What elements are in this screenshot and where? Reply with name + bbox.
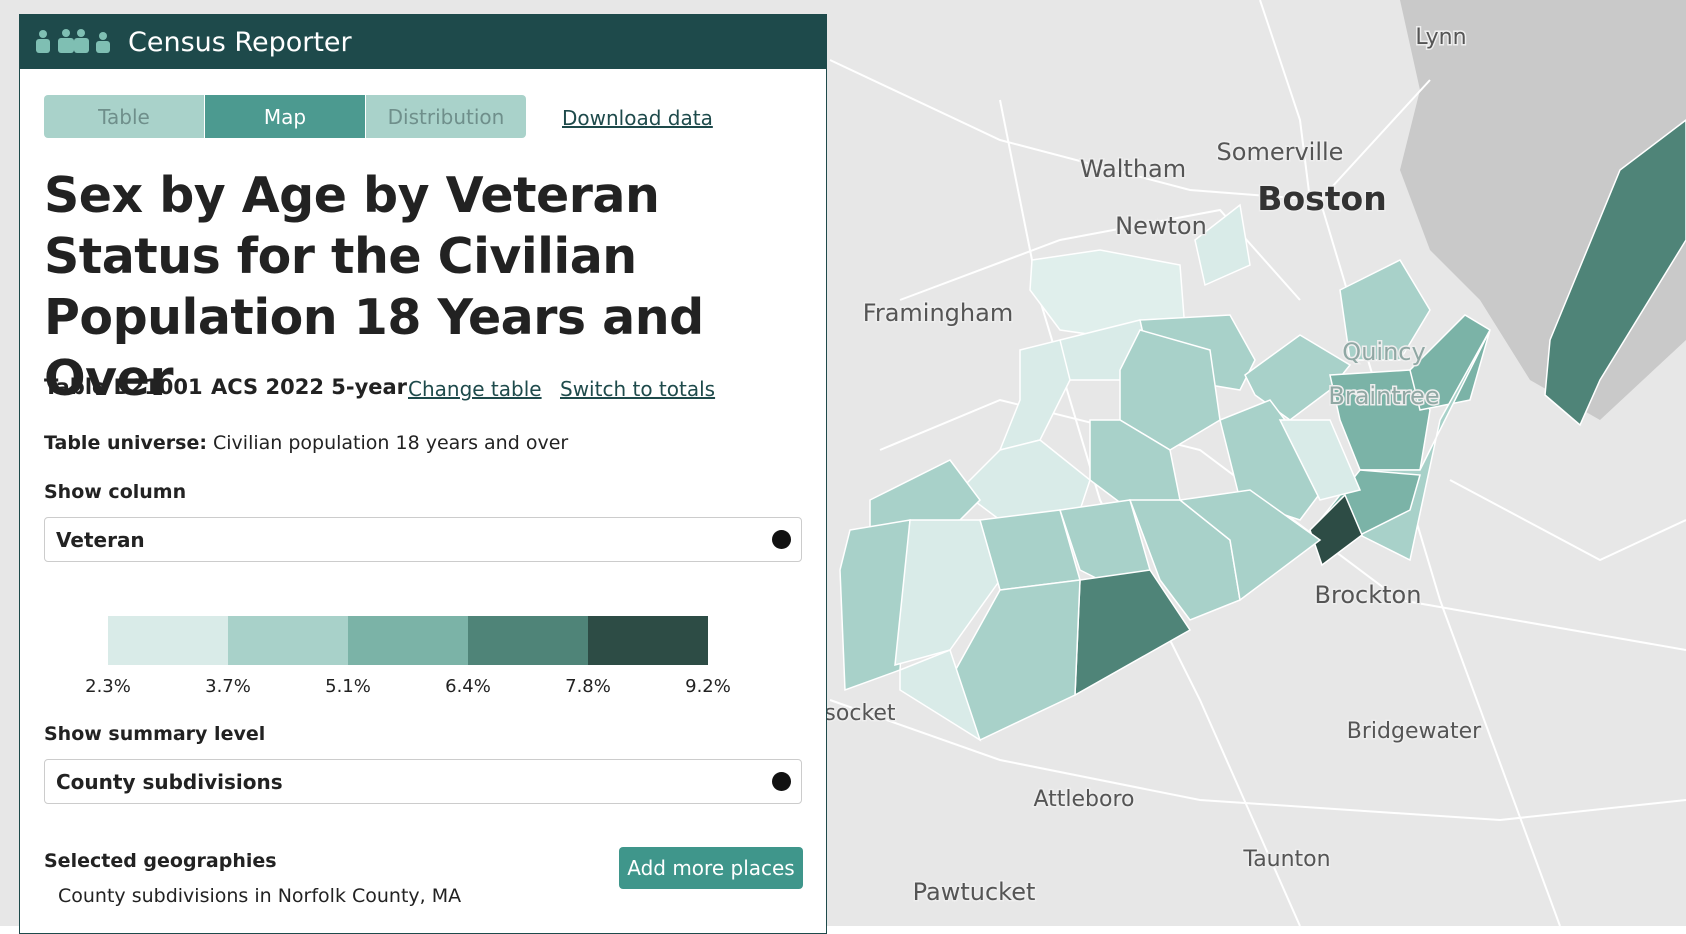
legend: 2.3% 3.7% 5.1% 6.4% 7.8% 9.2% <box>85 616 731 697</box>
summary-level-select[interactable]: County subdivisions <box>44 759 802 804</box>
header: Census Reporter <box>20 15 826 69</box>
legend-swatch <box>228 616 348 665</box>
legend-label: 5.1% <box>325 676 371 697</box>
legend-label: 7.8% <box>565 676 611 697</box>
change-table-link[interactable]: Change table <box>408 377 542 401</box>
choropleth <box>839 119 1686 742</box>
place-label: Somerville <box>1217 138 1344 166</box>
place-label: Boston <box>1257 179 1386 218</box>
place-label: Quincy <box>1342 338 1425 366</box>
place-label: Waltham <box>1080 155 1186 183</box>
place-label: Newton <box>1115 212 1207 240</box>
legend-label: 6.4% <box>445 676 491 697</box>
legend-label: 2.3% <box>85 676 131 697</box>
place-label: socket <box>824 701 896 726</box>
universe-text: Civilian population 18 years and over <box>213 432 569 454</box>
download-link[interactable]: Download data <box>562 106 713 130</box>
tab[interactable]: Map <box>205 95 365 138</box>
place-label: Lynn <box>1415 25 1466 50</box>
place-label: Framingham <box>863 299 1013 327</box>
release: ACS 2022 5-year <box>211 375 408 399</box>
place-label: Pawtucket <box>913 878 1036 906</box>
switch-totals-link[interactable]: Switch to totals <box>560 377 716 401</box>
chevron <box>772 530 791 549</box>
legend-swatch <box>348 616 468 665</box>
selected-text: County subdivisions in Norfolk County, M… <box>58 885 462 907</box>
legend-swatch <box>588 616 708 665</box>
place-label: Braintree <box>1328 382 1439 410</box>
place-label: Taunton <box>1242 847 1330 872</box>
column-select[interactable]: Veteran <box>44 517 802 562</box>
selected-label: Selected geographies <box>44 850 277 872</box>
place-label: Bridgewater <box>1347 719 1482 744</box>
tab[interactable]: Table <box>44 95 204 138</box>
legend-label: 9.2% <box>685 676 731 697</box>
place-label: Brockton <box>1315 581 1422 609</box>
legend-label: 3.7% <box>205 676 251 697</box>
show-column-label: Show column <box>44 481 187 503</box>
sidebar: Census Reporter Table Map Distribution D… <box>19 14 827 934</box>
legend-swatch <box>108 616 228 665</box>
tab[interactable]: Distribution <box>366 95 526 138</box>
table-title: Sex by Age by Veteran Status for the Civ… <box>44 167 704 407</box>
column-select-value: Veteran <box>56 527 145 552</box>
header-title: Census Reporter <box>128 26 352 58</box>
universe: Table universe: Civilian population 18 y… <box>44 432 568 454</box>
chevron <box>772 772 791 791</box>
logo <box>36 29 110 53</box>
universe-label: Table universe: <box>44 432 207 454</box>
add-places-button[interactable]: Add more places <box>619 847 803 889</box>
legend-swatch <box>468 616 588 665</box>
place-label: Attleboro <box>1033 787 1134 812</box>
summary-level-value: County subdivisions <box>56 769 283 794</box>
summary-level-label: Show summary level <box>44 723 266 745</box>
table-id: Table B21001 <box>44 375 203 399</box>
roads <box>829 0 1686 926</box>
